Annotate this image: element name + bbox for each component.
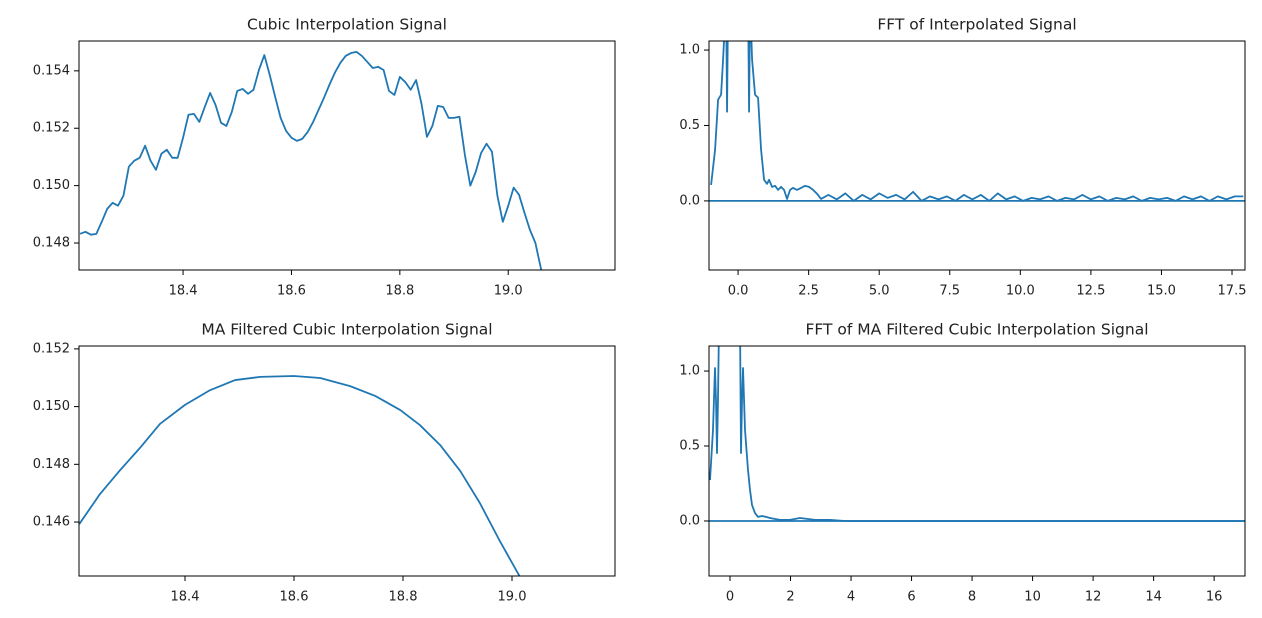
axes-frame — [708, 345, 1246, 577]
y-tick-label: 0.5 — [679, 439, 700, 454]
y-tick-label: 1.0 — [679, 364, 700, 379]
x-tick-label: 18.6 — [280, 590, 309, 605]
plot-area — [79, 375, 521, 576]
x-tick-label: 19.0 — [498, 590, 527, 605]
x-tick-label: 19.0 — [494, 284, 523, 299]
x-tick-label: 12 — [1085, 590, 1102, 605]
x-tick-label: 5.0 — [869, 284, 890, 299]
x-tick-label: 0.0 — [728, 284, 749, 299]
x-tick-label: 14 — [1145, 590, 1162, 605]
x-tick-label: 2.5 — [798, 284, 819, 299]
chart-title: Cubic Interpolation Signal — [247, 16, 447, 34]
x-tick-label: 17.5 — [1218, 284, 1247, 299]
x-tick-label: 18.4 — [169, 284, 198, 299]
x-tick-label: 8 — [968, 590, 976, 605]
x-tick-label: 15.0 — [1147, 284, 1176, 299]
axes-frame — [708, 40, 1246, 271]
data-line — [710, 41, 1244, 202]
axes-frame — [78, 40, 616, 271]
x-tick-label: 10.0 — [1006, 284, 1035, 299]
y-tick-label: 0.0 — [679, 193, 700, 208]
x-tick-label: 4 — [847, 590, 855, 605]
y-tick-label: 0.150 — [33, 399, 70, 414]
y-tick-label: 0.0 — [679, 513, 700, 528]
data-line — [709, 346, 1245, 522]
plot-area — [709, 346, 1245, 522]
x-tick-label: 10 — [1024, 590, 1041, 605]
y-tick-label: 0.148 — [33, 457, 70, 472]
y-tick-label: 0.150 — [33, 178, 70, 193]
plot-area — [79, 51, 543, 270]
y-tick-label: 1.0 — [679, 43, 700, 58]
x-tick-label: 2 — [786, 590, 794, 605]
y-tick-label: 0.148 — [33, 236, 70, 251]
x-tick-label: 16 — [1206, 590, 1223, 605]
y-tick-label: 0.5 — [679, 118, 700, 133]
chart-title: MA Filtered Cubic Interpolation Signal — [201, 321, 492, 339]
x-tick-label: 0 — [726, 590, 734, 605]
x-tick-label: 6 — [907, 590, 915, 605]
x-tick-label: 7.5 — [939, 284, 960, 299]
x-tick-label: 18.4 — [171, 590, 200, 605]
data-line — [79, 51, 543, 270]
plot-area — [709, 41, 1245, 202]
y-tick-label: 0.154 — [33, 63, 70, 78]
chart-title: FFT of Interpolated Signal — [877, 16, 1076, 34]
x-tick-label: 18.8 — [389, 590, 418, 605]
chart-title: FFT of MA Filtered Cubic Interpolation S… — [805, 321, 1148, 339]
x-tick-label: 18.6 — [277, 284, 306, 299]
y-tick-label: 0.152 — [33, 121, 70, 136]
x-tick-label: 12.5 — [1076, 284, 1105, 299]
data-line — [79, 375, 521, 576]
axes-frame — [78, 345, 616, 577]
x-tick-label: 18.8 — [385, 284, 414, 299]
y-tick-label: 0.152 — [33, 341, 70, 356]
y-tick-label: 0.146 — [33, 515, 70, 530]
